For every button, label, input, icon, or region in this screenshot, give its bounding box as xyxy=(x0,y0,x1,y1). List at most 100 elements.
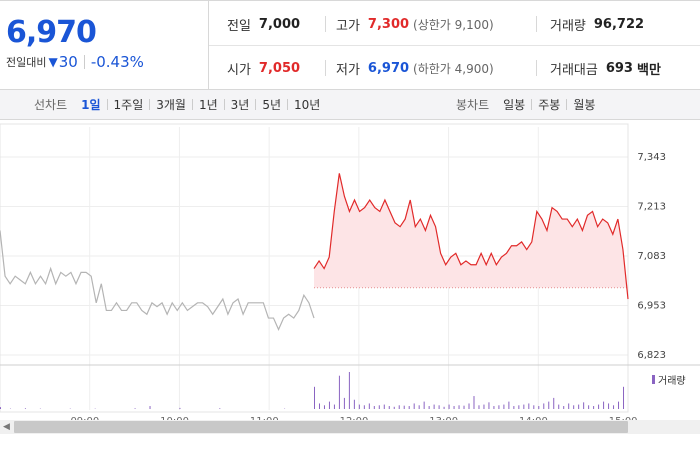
x-tick-label: 14:00 xyxy=(519,416,548,420)
volume-bar xyxy=(388,406,390,409)
tab-period-2[interactable]: 3개월 xyxy=(156,98,186,112)
tab-candle-0[interactable]: 일봉 xyxy=(503,98,526,112)
divider xyxy=(536,60,537,76)
plot-frame xyxy=(0,123,629,413)
stat-value: 693 xyxy=(605,60,633,76)
volume-bar xyxy=(428,406,430,409)
x-tick-label: 12:00 xyxy=(340,416,369,420)
volume-bar xyxy=(383,404,385,409)
volume-bar xyxy=(598,404,600,409)
volume-bar xyxy=(498,405,500,409)
tab-divider xyxy=(287,99,289,110)
price-change: 전일대비 ▼ 30 -0.43% xyxy=(6,53,144,71)
volume-bar xyxy=(318,403,320,409)
volume-bar xyxy=(378,405,380,409)
tab-period-4[interactable]: 3년 xyxy=(230,98,250,112)
volume-bar xyxy=(373,406,375,409)
volume-swatch xyxy=(652,375,655,384)
tab-divider xyxy=(191,99,193,110)
stat-volume: 거래량 96,722 xyxy=(550,14,644,34)
volume-bar xyxy=(558,404,560,409)
change-label: 전일대비 xyxy=(6,56,47,69)
volume-bar xyxy=(348,372,350,409)
y-tick-label: 6,823 xyxy=(637,350,666,361)
divider xyxy=(83,55,85,69)
volume-bar xyxy=(423,401,425,409)
volume-bar xyxy=(483,404,485,409)
volume-bar xyxy=(468,403,470,409)
tab-period-0[interactable]: 1일 xyxy=(81,98,101,112)
chart-scrollbar[interactable]: ◀ xyxy=(0,420,700,434)
quote-header: 6,970 전일대비 ▼ 30 -0.43% 전일 7,000 고가 7,300… xyxy=(0,0,700,90)
stat-amount: 거래대금 693 백만 xyxy=(550,58,661,78)
tab-candle-2[interactable]: 월봉 xyxy=(573,98,596,112)
tab-divider xyxy=(566,99,568,110)
stat-label: 거래량 xyxy=(550,18,586,34)
volume-bar xyxy=(623,386,625,409)
volume-bar xyxy=(578,404,580,409)
volume-bar xyxy=(463,405,465,409)
stat-open: 시가 7,050 xyxy=(227,58,300,78)
volume-bar xyxy=(583,402,585,409)
volume-bar xyxy=(24,408,26,409)
volume-legend: 거래량 xyxy=(652,372,686,387)
volume-bar xyxy=(433,404,435,409)
stat-value: 6,970 xyxy=(367,60,410,76)
volume-bar xyxy=(458,405,460,409)
volume-bar xyxy=(393,406,395,409)
stat-label: 고가 xyxy=(336,18,360,34)
tab-divider xyxy=(223,99,225,110)
volume-bar xyxy=(219,408,221,409)
volume-bar xyxy=(573,405,575,409)
volume-bar xyxy=(403,405,405,409)
divider xyxy=(325,60,326,76)
volume-bar xyxy=(398,405,400,409)
series-line-1 xyxy=(313,173,629,300)
volume-bar xyxy=(603,401,605,409)
volume-bar xyxy=(453,406,455,409)
volume-bar xyxy=(368,403,370,409)
stat-label: 거래대금 xyxy=(550,62,598,78)
tab-divider xyxy=(255,99,257,110)
volume-bar xyxy=(408,406,410,409)
tab-period-3[interactable]: 1년 xyxy=(198,98,218,112)
stat-high: 고가 7,300 (상한가 9,100) xyxy=(336,14,494,34)
volume-bar xyxy=(513,406,515,409)
volume-bar xyxy=(488,402,490,409)
tab-period-5[interactable]: 5년 xyxy=(262,98,282,112)
scroll-left-icon[interactable]: ◀ xyxy=(3,422,10,432)
tab-divider xyxy=(149,99,151,110)
volume-bar xyxy=(328,401,330,409)
stat-note: (상한가 9,100) xyxy=(413,17,494,32)
tab-period-1[interactable]: 1주일 xyxy=(113,98,144,112)
volume-bar xyxy=(314,386,315,409)
volume-bar xyxy=(518,405,520,409)
volume-bar xyxy=(478,405,480,409)
x-tick-label: 13:00 xyxy=(429,416,458,420)
stat-label: 저가 xyxy=(336,62,360,78)
y-tick-label: 6,953 xyxy=(637,301,666,312)
volume-bar xyxy=(523,404,525,409)
volume-bar xyxy=(343,397,345,409)
stat-unit: 백만 xyxy=(636,62,661,78)
volume-bar xyxy=(593,406,595,409)
volume-bar xyxy=(443,406,445,409)
scroll-thumb[interactable] xyxy=(14,421,628,433)
volume-bar xyxy=(134,408,136,409)
volume-bar xyxy=(448,404,450,409)
tab-period-6[interactable]: 10년 xyxy=(294,98,321,112)
change-value: 30 xyxy=(58,53,78,71)
quote-stats: 전일 7,000 고가 7,300 (상한가 9,100) 거래량 96,722… xyxy=(209,1,700,89)
volume-bar xyxy=(363,405,365,409)
volume-bar xyxy=(588,405,590,409)
stat-value: 96,722 xyxy=(593,16,645,32)
line-chart-label: 선차트 xyxy=(34,98,68,112)
tab-candle-1[interactable]: 주봉 xyxy=(538,98,561,112)
down-arrow-icon: ▼ xyxy=(48,55,58,69)
divider xyxy=(536,16,537,32)
volume-bar xyxy=(413,403,415,409)
volume-bar xyxy=(503,404,505,409)
chart-period-tabs: 선차트 1일 1주일 3개월 1년 3년 5년 10년 봉차트 일봉 주봉 월봉 xyxy=(0,90,700,120)
stat-value: 7,000 xyxy=(258,16,301,32)
y-tick-label: 7,083 xyxy=(637,251,666,262)
